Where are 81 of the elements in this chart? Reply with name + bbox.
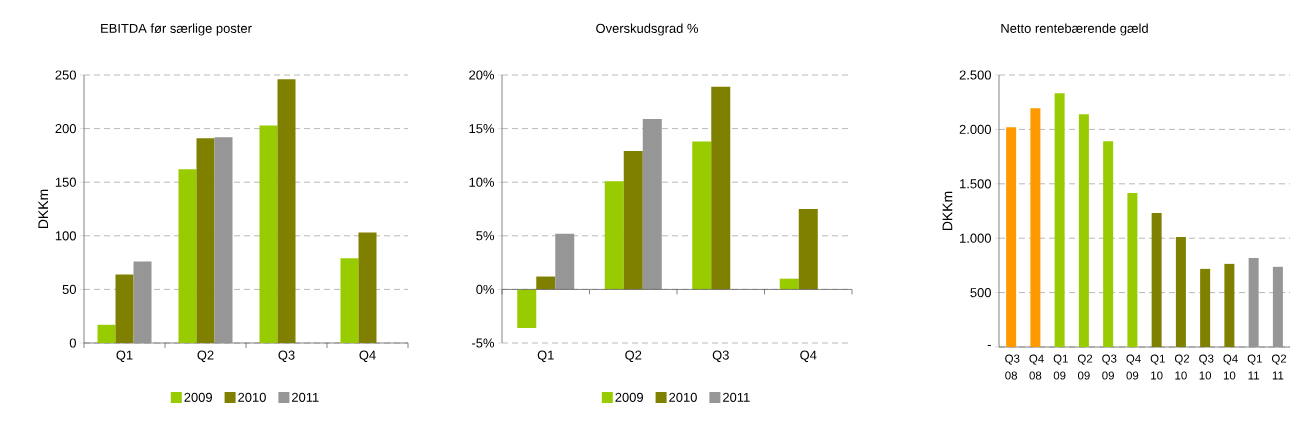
x-tick-label: Q2	[197, 350, 214, 363]
y-tick-label: 0	[69, 338, 76, 348]
bar	[711, 86, 731, 290]
bar	[178, 169, 197, 343]
y-tick-label: 5%	[476, 231, 495, 241]
x-tick-label: Q3	[712, 350, 729, 363]
bar	[1054, 93, 1065, 347]
legend-label: 2009	[615, 392, 643, 402]
y-tick-label: 20%	[469, 70, 495, 80]
x-tick-label: Q3 08	[1005, 354, 1020, 380]
chart-title: Overskudsgrad %	[596, 23, 698, 36]
legend-label: 2010	[669, 392, 697, 402]
bar	[604, 181, 624, 290]
y-tick-label: -5%	[472, 338, 495, 348]
legend-label: 2010	[238, 392, 266, 402]
x-tick-label: Q2 10	[1174, 354, 1190, 380]
y-tick-label: 1.500	[960, 179, 991, 189]
bar	[133, 261, 152, 343]
legend-label: 2011	[723, 392, 750, 402]
bar	[1103, 141, 1114, 347]
bar	[358, 232, 377, 343]
y-tick-label: 2.000	[959, 124, 991, 134]
x-tick-label: Q1 10	[1150, 354, 1165, 380]
y-tick-label: 0%	[476, 284, 495, 294]
bar	[115, 274, 134, 343]
x-tick-label: Q2 11	[1271, 354, 1287, 380]
legend-label: 2009	[184, 392, 212, 402]
bar	[692, 141, 712, 290]
bar	[1224, 263, 1235, 347]
bar	[517, 289, 537, 328]
x-tick-label: Q4 09	[1126, 354, 1141, 380]
bar	[196, 138, 215, 343]
x-tick-label: Q1 11	[1247, 354, 1262, 380]
y-tick-label: 150	[55, 177, 76, 187]
x-tick-label: Q1	[537, 350, 554, 363]
bar	[1248, 257, 1259, 347]
y-axis-title: DKKm	[38, 189, 49, 229]
x-tick-label: Q1 09	[1053, 354, 1068, 380]
legend-label: 2011	[292, 392, 319, 402]
bar	[1030, 108, 1041, 347]
x-tick-label: Q4	[359, 350, 376, 363]
bar	[1151, 212, 1162, 347]
bar	[536, 276, 556, 290]
y-tick-label: 50	[62, 284, 76, 294]
x-tick-label: Q1	[116, 350, 133, 363]
bar	[779, 278, 799, 290]
x-tick-label: Q2	[625, 350, 642, 363]
bar	[642, 118, 662, 290]
x-tick-label: Q3 10	[1199, 354, 1214, 380]
y-tick-label: 250	[55, 70, 76, 80]
bar	[259, 125, 278, 343]
y-tick-label: 1.000	[960, 233, 991, 243]
bar	[97, 324, 116, 343]
bar	[1200, 268, 1211, 347]
y-tick-label: 100	[55, 231, 76, 241]
bar	[340, 258, 359, 343]
bar	[1175, 236, 1186, 347]
chart-title: EBITDA før særlige poster	[101, 23, 252, 36]
bar	[798, 209, 818, 290]
bar	[1078, 114, 1089, 347]
bar	[1272, 266, 1283, 347]
chart-title: Netto rentebærende gæld	[1001, 23, 1148, 36]
y-tick-label: -	[987, 345, 991, 347]
x-tick-label: Q4 08	[1029, 354, 1044, 380]
y-tick-label: 500	[970, 288, 991, 298]
y-tick-label: 200	[55, 124, 76, 134]
bar	[1127, 193, 1138, 347]
x-tick-label: Q4	[800, 350, 817, 363]
x-tick-label: Q3 09	[1102, 354, 1117, 380]
x-tick-label: Q4 10	[1223, 354, 1238, 380]
y-tick-label: 10%	[469, 177, 495, 187]
x-tick-label: Q2 09	[1077, 354, 1093, 380]
bar	[623, 151, 643, 290]
x-tick-label: Q3	[278, 350, 295, 363]
bar	[555, 233, 575, 290]
bar	[214, 137, 233, 343]
y-tick-label: 15%	[469, 124, 495, 134]
y-axis-title: DKKm	[942, 191, 953, 231]
bar	[1006, 127, 1017, 347]
y-tick-label: 2.500	[959, 70, 991, 80]
bar	[277, 79, 296, 343]
